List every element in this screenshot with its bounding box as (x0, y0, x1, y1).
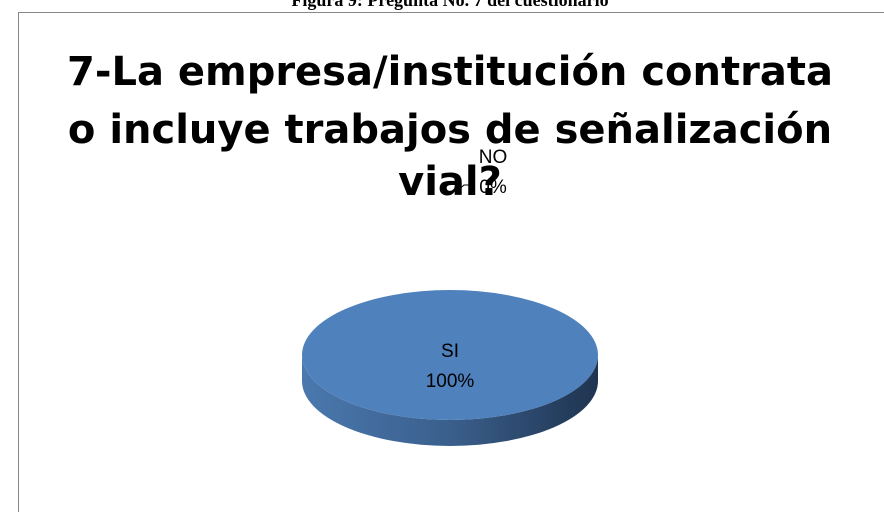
slice-category: SI (441, 341, 459, 362)
leader-line (454, 184, 472, 194)
chart-title: 7-La empresa/institución contrata (67, 49, 833, 95)
slice-value: 0% (479, 177, 507, 198)
slice-category: NO (479, 147, 508, 168)
chart-title: o incluye trabajos de señalización (68, 107, 832, 153)
pie-side (302, 355, 598, 446)
slice-value: 100% (426, 371, 475, 392)
caption: Figura 9: Pregunta No. 7 del cuestionari… (291, 0, 608, 10)
chart-title: vial? (398, 159, 502, 205)
pie-slice (302, 290, 598, 420)
